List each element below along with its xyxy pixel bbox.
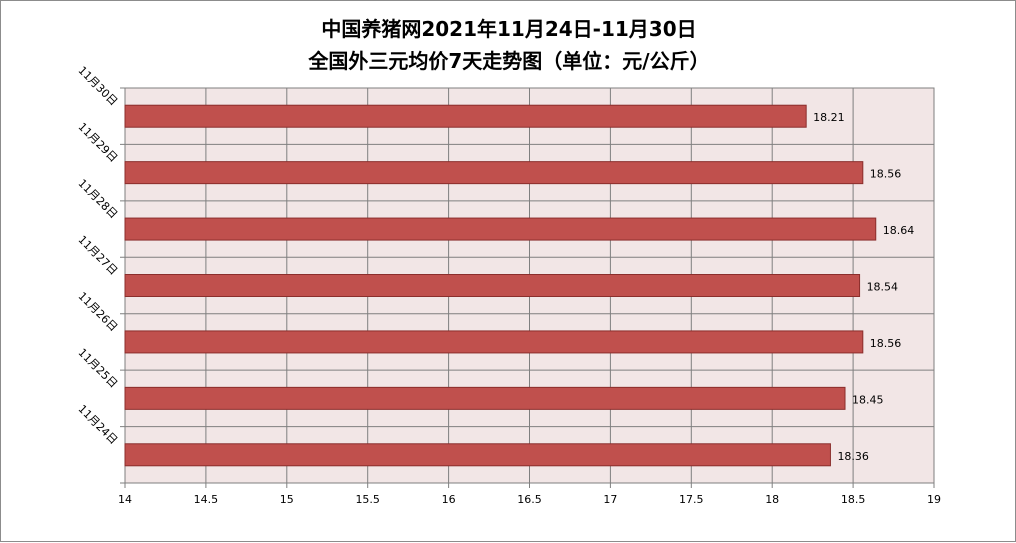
x-tick-label: 16 (442, 493, 456, 506)
bar (124, 104, 807, 128)
bar (124, 443, 831, 467)
bar (124, 217, 877, 241)
x-tick-label: 16.5 (517, 493, 542, 506)
bar (124, 161, 864, 185)
data-label: 18.64 (883, 224, 915, 237)
x-tick-label: 14 (118, 493, 132, 506)
data-label: 18.36 (837, 450, 869, 463)
x-tick-label: 17 (603, 493, 617, 506)
x-tick-label: 15 (280, 493, 294, 506)
data-label: 18.54 (867, 281, 899, 294)
data-label: 18.56 (870, 168, 902, 181)
x-tick-label: 19 (927, 493, 941, 506)
category-label: 11月29日 (76, 120, 121, 165)
category-label: 11月30日 (76, 64, 121, 109)
x-tick-label: 15.5 (355, 493, 380, 506)
chart-title-line2: 全国外三元均价7天走势图（单位：元/公斤） (308, 49, 710, 73)
category-label: 11月25日 (76, 346, 121, 391)
data-label: 18.21 (813, 111, 845, 124)
category-label: 11月27日 (76, 233, 121, 278)
x-tick-label: 17.5 (679, 493, 704, 506)
bar (124, 274, 861, 297)
category-label: 11月28日 (76, 177, 121, 222)
category-label: 11月26日 (76, 290, 121, 335)
bar (124, 330, 864, 354)
x-tick-label: 18.5 (841, 493, 866, 506)
data-label: 18.56 (870, 337, 902, 350)
data-label: 18.45 (852, 393, 884, 406)
category-label: 11月24日 (76, 402, 121, 447)
x-tick-label: 18 (765, 493, 779, 506)
chart-title-line1: 中国养猪网2021年11月24日-11月30日 (321, 17, 697, 41)
bar (124, 386, 846, 410)
x-tick-label: 14.5 (194, 493, 219, 506)
